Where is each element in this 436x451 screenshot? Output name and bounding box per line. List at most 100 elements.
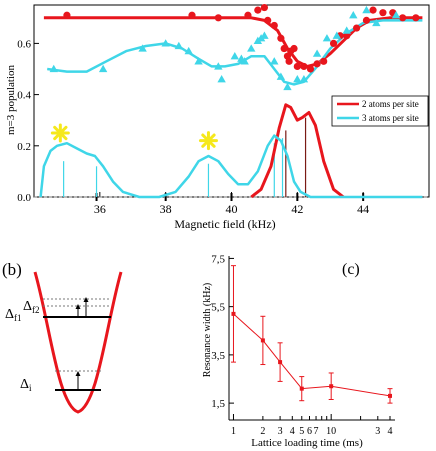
data-point-3-atoms — [293, 75, 302, 83]
panel-a-points — [49, 3, 420, 91]
x-tick-label: 38 — [160, 202, 172, 216]
data-point — [260, 338, 265, 343]
data-point-2-atoms — [293, 62, 301, 71]
data-point-3-atoms — [184, 46, 193, 55]
data-point-2-atoms — [320, 57, 328, 65]
data-point-2-atoms — [369, 6, 377, 14]
panel-a-baseline — [34, 193, 429, 201]
data-point-2-atoms — [285, 57, 293, 65]
y-tick-label: 3,5 — [211, 350, 225, 362]
data-point-3-atoms — [138, 44, 147, 52]
star-marker — [198, 131, 218, 151]
data-point-2-atoms — [399, 14, 407, 22]
star-ray — [53, 125, 68, 141]
data-point-2-atoms — [362, 16, 371, 24]
y-tick-label: 0.0 — [17, 192, 31, 204]
data-point-3-atoms — [247, 44, 256, 52]
y-tick-label: 0.4 — [17, 90, 31, 102]
resonance-curve — [39, 134, 423, 199]
panel-c-x-ticks: 1 2 3 4 5 6 7 10 3 4 — [231, 414, 393, 437]
panel-a-chart: 0.0 0.2 0.4 0.6 36 38 40 42 44 m=3 population M… — [5, 3, 430, 231]
data-point-2-atoms — [412, 14, 420, 22]
data-point-2-atoms — [379, 9, 387, 17]
data-point-2-atoms — [280, 44, 288, 53]
data-point-2-atoms — [277, 34, 285, 42]
y-tick-label: 1,5 — [211, 398, 225, 410]
label-delta-i: Δi — [20, 377, 32, 393]
panel-c-x-axis-label: Lattice loading time (ms) — [251, 437, 363, 449]
panel-c-chart: 1,53,55,57,5 1 2 3 4 5 6 7 10 3 4 (c) Resonance w… — [202, 253, 395, 449]
data-point-3-atoms — [49, 64, 58, 73]
data-point — [388, 393, 393, 398]
data-point-3-atoms — [240, 57, 249, 65]
data-point-3-atoms — [372, 18, 381, 27]
data-point-3-atoms — [322, 34, 332, 42]
data-point-2-atoms — [260, 3, 269, 12]
y-tick-label: 0.2 — [17, 141, 31, 153]
x-tick-label: 3 — [375, 426, 380, 437]
star-marker — [50, 123, 70, 143]
data-point — [329, 384, 334, 389]
data-point-3-atoms — [312, 49, 322, 57]
panel-a-x-axis-label: Magnetic field (kHz) — [174, 217, 275, 231]
data-point-3-atoms — [342, 26, 351, 34]
data-point-2-atoms — [244, 11, 252, 19]
x-tick-label: 7 — [314, 426, 319, 437]
panel-c-y-ticks: 1,5 3,5 5,5 7,5 — [211, 253, 234, 410]
data-point-2-atoms — [343, 32, 351, 40]
data-point — [278, 360, 283, 365]
data-point-3-atoms — [98, 64, 108, 73]
star-ray — [201, 133, 216, 148]
x-tick-label: 36 — [94, 202, 106, 216]
data-point — [299, 386, 304, 391]
x-tick-label: 6 — [307, 426, 312, 437]
x-tick-label: 3 — [278, 426, 283, 437]
data-point-2-atoms — [352, 24, 361, 32]
potential-well — [33, 271, 123, 414]
data-point-3-atoms — [391, 11, 401, 19]
panel-a-y-axis-label: m=3 population — [5, 64, 17, 135]
x-tick-label: 4 — [290, 426, 295, 437]
arrowhead-f1 — [75, 304, 81, 309]
data-point-2-atoms — [214, 14, 222, 22]
data-point-3-atoms — [332, 31, 342, 39]
data-point-3-atoms — [362, 5, 371, 14]
legend-label-2-atoms: 2 atoms per site — [362, 99, 419, 109]
data-point-2-atoms — [63, 11, 71, 19]
x-tick-label: 1 — [231, 426, 236, 437]
panel-a-y-ticks: 0.0 0.2 0.4 0.6 — [17, 38, 39, 204]
panel-c-y-axis-label: Resonance width (kHz) — [202, 283, 213, 377]
y-tick-label: 7,5 — [211, 253, 225, 265]
data-point-3-atoms — [276, 72, 286, 80]
x-tick-label: 40 — [226, 202, 238, 216]
x-tick-label: 5 — [299, 426, 304, 437]
legend-label-3-atoms: 3 atoms per site — [362, 113, 419, 123]
y-tick-label: 5,5 — [211, 302, 225, 314]
data-point-2-atoms — [254, 6, 262, 14]
x-tick-label: 44 — [357, 202, 369, 216]
data-point-3-atoms — [174, 41, 184, 50]
y-tick-label: 0.6 — [17, 38, 31, 50]
data-point-2-atoms — [300, 62, 308, 71]
panel-c-series — [230, 265, 393, 404]
data-point-2-atoms — [270, 21, 278, 30]
data-point — [231, 311, 236, 316]
data-point-2-atoms — [188, 11, 196, 19]
x-tick-label: 10 — [326, 426, 336, 437]
data-point-2-atoms — [329, 39, 338, 48]
panel-a-legend: 2 atoms per site 3 atoms per site — [331, 95, 429, 127]
data-point-3-atoms — [214, 62, 223, 70]
data-point-3-atoms — [217, 75, 226, 83]
data-point-3-atoms — [194, 57, 203, 65]
data-point-3-atoms — [230, 52, 239, 60]
data-point-2-atoms — [306, 65, 315, 73]
label-delta-f1: Δf1 — [5, 307, 22, 323]
panel-a-stars — [50, 123, 218, 151]
data-point-2-atoms — [313, 60, 321, 68]
panel-c-label: (c) — [342, 261, 360, 278]
panel-b-label: (b) — [2, 260, 22, 279]
label-delta-f2: Δf2 — [23, 299, 40, 315]
data-point-3-atoms — [260, 31, 269, 39]
data-point-3-atoms — [161, 39, 170, 47]
